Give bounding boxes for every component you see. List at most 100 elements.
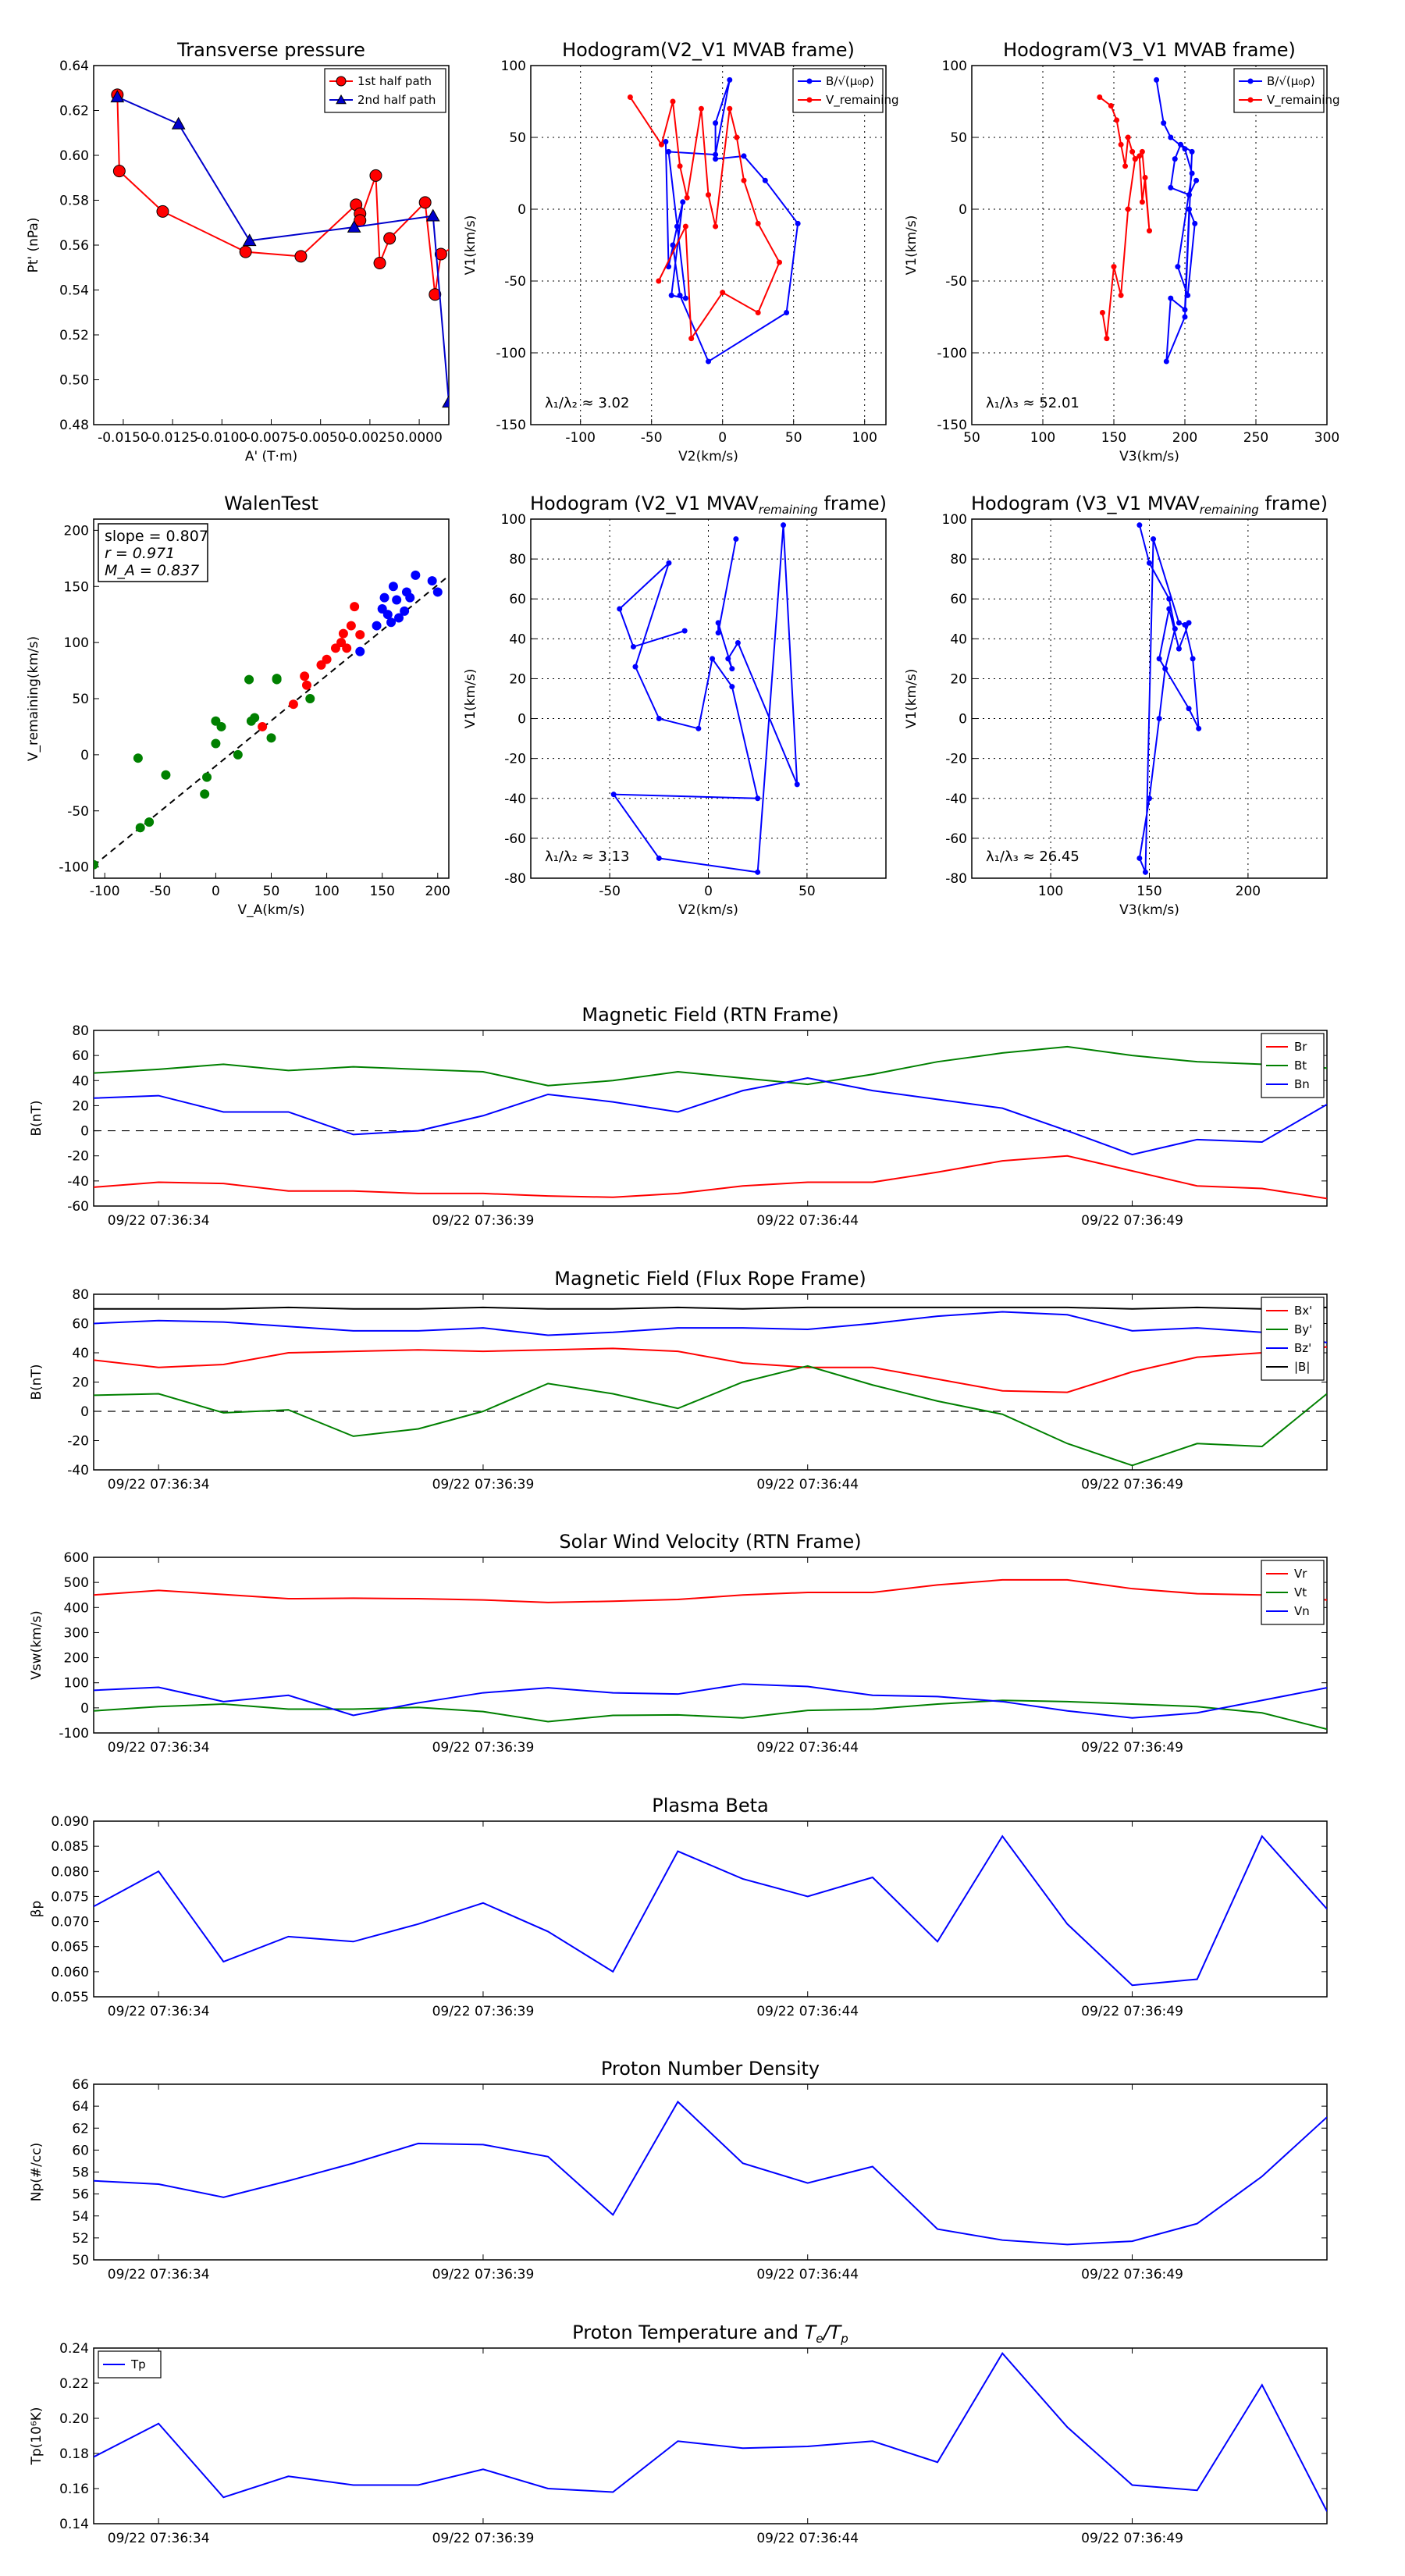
data-point xyxy=(713,156,719,162)
data-point xyxy=(418,196,432,209)
x-tick-label: 09/22 07:36:34 xyxy=(108,1740,210,1756)
series-green xyxy=(94,674,315,870)
series-blue xyxy=(355,570,443,656)
x-tick-label: 09/22 07:36:44 xyxy=(756,2004,859,2019)
series-line xyxy=(629,96,781,341)
data-point xyxy=(342,643,352,653)
y-tick-label: 60 xyxy=(72,1317,89,1332)
series-line xyxy=(664,80,799,363)
y-tick-label: 600 xyxy=(64,1550,89,1566)
data-point xyxy=(680,199,686,205)
series-line xyxy=(1138,525,1200,873)
series-line-beta xyxy=(94,1834,1327,1987)
series-line xyxy=(116,96,449,403)
data-point xyxy=(784,309,790,315)
y-tick-label: -50 xyxy=(504,274,526,290)
y-tick-label: -80 xyxy=(504,871,526,887)
y-tick-label: 0 xyxy=(959,202,967,218)
series-1st half path xyxy=(111,88,463,301)
data-point xyxy=(316,660,326,670)
x-tick-label: 09/22 07:36:34 xyxy=(108,1477,210,1493)
data-point xyxy=(1111,264,1117,270)
y-tick-label: 66 xyxy=(72,2077,89,2093)
data-point xyxy=(1168,295,1174,301)
series-line xyxy=(116,94,449,295)
data-point xyxy=(1175,264,1181,270)
x-tick-label: 09/22 07:36:49 xyxy=(1081,1740,1183,1756)
data-point xyxy=(1151,536,1157,543)
chart-title: Hodogram(V3_V1 MVAB frame) xyxy=(1003,39,1296,61)
series-line-Bx' xyxy=(94,1346,1327,1393)
x-tick-label: 09/22 07:36:34 xyxy=(108,2267,210,2282)
y-tick-label: -60 xyxy=(67,1199,89,1215)
y-tick-label: 0 xyxy=(518,202,526,218)
y-tick-label: 64 xyxy=(72,2099,89,2115)
y-tick-label: -40 xyxy=(67,1463,89,1478)
data-point xyxy=(1142,175,1148,181)
x-tick-label: 09/22 07:36:44 xyxy=(756,1213,859,1229)
data-point xyxy=(336,76,347,87)
data-point xyxy=(411,570,421,580)
data-point xyxy=(1166,596,1172,602)
y-tick-label: 80 xyxy=(509,552,526,568)
legend-label: Bx' xyxy=(1294,1304,1312,1318)
x-tick-label: 100 xyxy=(314,884,339,899)
y-axis-label: V1(km/s) xyxy=(463,669,478,729)
data-point xyxy=(451,240,463,251)
data-point xyxy=(627,94,633,100)
x-tick-label: 09/22 07:36:34 xyxy=(108,1213,210,1229)
data-point xyxy=(382,610,393,620)
y-tick-label: -40 xyxy=(504,792,526,807)
y-tick-label: -100 xyxy=(59,1726,89,1742)
data-point xyxy=(1161,120,1167,126)
data-point xyxy=(729,684,735,690)
y-tick-label: 0 xyxy=(518,712,526,728)
data-point xyxy=(681,628,688,634)
series-line-By' xyxy=(94,1364,1327,1467)
data-point xyxy=(684,194,690,201)
data-point xyxy=(338,628,348,639)
chart-h3: Hodogram (V2_V1 MVAVremaining frame) -80 -… xyxy=(463,493,887,918)
data-point xyxy=(677,292,683,298)
y-axis-label: βp xyxy=(29,1901,44,1918)
x-tick-label: 250 xyxy=(1243,430,1268,446)
data-point xyxy=(1172,626,1178,632)
x-tick-label: 09/22 07:36:39 xyxy=(432,2267,535,2282)
y-tick-label: 52 xyxy=(72,2231,89,2247)
data-point xyxy=(663,139,669,145)
legend-label: Bn xyxy=(1294,1077,1310,1091)
chart-title: WalenTest xyxy=(224,493,318,514)
x-tick-label: 200 xyxy=(1236,884,1261,899)
y-tick-label: 80 xyxy=(950,552,967,568)
chart-bflux: Magnetic Field (Flux Rope Frame) -40 -20 0 2… xyxy=(29,1268,1328,1493)
y-tick-label: 0.52 xyxy=(59,328,89,343)
lambda-annotation: λ₁/λ₃ ≈ 26.45 xyxy=(986,849,1080,865)
data-point xyxy=(682,223,688,229)
x-tick-label: 09/22 07:36:39 xyxy=(432,1477,535,1493)
y-tick-label: 500 xyxy=(64,1575,89,1591)
series-line-Vn xyxy=(94,1683,1327,1719)
data-point xyxy=(200,789,210,799)
series-line xyxy=(612,525,799,873)
data-point xyxy=(161,770,171,780)
data-point xyxy=(1168,134,1174,141)
data-point xyxy=(755,795,761,802)
data-point xyxy=(1182,307,1188,313)
data-point xyxy=(777,259,782,265)
data-point xyxy=(1166,606,1172,612)
chart-pt: Transverse pressure 0.48 0.50 0.52 0.54 0.56 0… xyxy=(26,39,463,464)
data-point xyxy=(379,592,389,603)
data-point xyxy=(755,220,761,226)
y-tick-label: 80 xyxy=(72,1023,89,1039)
series-line-|B| xyxy=(94,1306,1327,1310)
legend: Tp xyxy=(98,2350,162,2379)
data-point xyxy=(133,753,143,763)
plot-area xyxy=(94,1306,1327,1467)
data-point xyxy=(202,772,212,782)
y-tick-label: 0.065 xyxy=(51,1940,89,1955)
stats-text: slope = 0.807 xyxy=(105,528,208,545)
y-tick-label: 0.58 xyxy=(59,194,89,209)
x-tick-label: 150 xyxy=(369,884,394,899)
data-point xyxy=(710,656,716,662)
data-point xyxy=(1193,177,1200,183)
